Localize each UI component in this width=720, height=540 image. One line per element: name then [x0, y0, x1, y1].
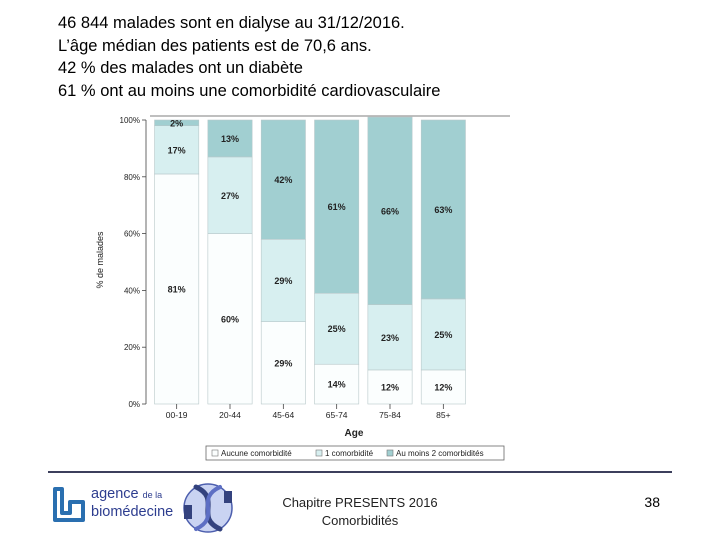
y-tick-label: 60%	[124, 230, 140, 239]
bar-segment	[420, 369, 466, 405]
bar-segment	[314, 119, 360, 294]
data-label: 25%	[328, 324, 346, 334]
data-label: 13%	[221, 134, 239, 144]
chapter-title: Chapitre PRESENTS 2016	[282, 495, 438, 510]
x-tick-label: 45-64	[272, 410, 294, 420]
footer-chapter: Chapitre PRESENTS 2016 Comorbidités	[250, 494, 470, 530]
bar-segment	[420, 298, 466, 371]
data-label: 2%	[170, 118, 183, 128]
bar-segment	[207, 233, 253, 405]
logo-mark-icon	[53, 487, 85, 522]
y-axis: 0% 20% 40% 60% 80% 100%	[120, 116, 147, 409]
y-tick-label: 80%	[124, 173, 140, 182]
y-tick-label: 20%	[124, 343, 140, 352]
data-label: 17%	[168, 145, 186, 155]
bar-segment	[154, 119, 200, 126]
y-tick-label: 40%	[124, 286, 140, 295]
data-label: 27%	[221, 191, 239, 201]
bar-segment	[207, 156, 253, 234]
bar-segment	[260, 238, 306, 322]
legend-swatch	[211, 449, 219, 457]
intro-line-4: 61 % ont au moins une comorbidité cardio…	[58, 81, 441, 100]
bar-segment	[260, 119, 306, 240]
x-axis: 00-19 20-44 45-64 65-74 75-84 85+	[166, 404, 451, 420]
legend: Aucune comorbidité 1 comorbidité Au moins …	[205, 445, 505, 461]
x-tick-label: 00-19	[166, 410, 188, 420]
bar-segment	[367, 116, 413, 305]
legend-label: 1 comorbidité	[325, 449, 374, 458]
bar-segment	[154, 125, 200, 175]
bar-segment	[260, 321, 306, 405]
y-tick-label: 100%	[120, 116, 140, 125]
chapter-subtitle: Comorbidités	[321, 513, 399, 528]
data-label: 14%	[328, 380, 346, 390]
bar-segment	[367, 369, 413, 405]
stacked-bar-chart: 81% 17% 2% 60% 27% 13% 29% 29% 42% 14% 25% 61% 12% 23…	[95, 115, 510, 461]
intro-line-2: L’âge médian des patients est de 70,6 an…	[58, 36, 372, 55]
legend-label: Aucune comorbidité	[221, 449, 292, 458]
x-axis-label: Age	[345, 428, 364, 439]
bar-segment	[367, 304, 413, 371]
intro-line-3: 42 % des malades ont un diabète	[58, 59, 303, 77]
x-tick-label: 75-84	[379, 410, 401, 420]
bar-segment	[314, 292, 360, 365]
data-label: 25%	[434, 330, 452, 340]
agence-biomedecine-logo: agence de la biomédecine	[52, 485, 182, 527]
intro-line-1: 46 844 malades sont en dialyse au 31/12/…	[58, 14, 405, 32]
legend-label: Au moins 2 comorbidités	[396, 449, 484, 458]
legend-swatch	[386, 449, 394, 457]
data-label: 12%	[434, 382, 452, 392]
legend-box	[205, 445, 505, 461]
logo-text-agence: agence	[91, 486, 139, 502]
logo-text-biomedecine: biomédecine	[91, 504, 174, 520]
y-tick-label: 0%	[128, 400, 140, 409]
data-label: 29%	[274, 276, 292, 286]
x-tick-label: 65-74	[326, 410, 348, 420]
logo-text-de-la: de la	[142, 490, 163, 500]
data-label: 42%	[274, 175, 292, 185]
data-label: 23%	[381, 333, 399, 343]
data-label: 60%	[221, 314, 239, 324]
bar-segment	[420, 119, 466, 300]
data-label: 81%	[168, 284, 186, 294]
y-axis-label: % de malades	[95, 231, 105, 289]
bar-segment	[207, 119, 253, 158]
bar-segment	[314, 363, 360, 405]
data-label: 63%	[434, 205, 452, 215]
bars: 81% 17% 2% 60% 27% 13% 29% 29% 42% 14% 25% 61% 12% 23…	[154, 116, 466, 405]
legend-swatch	[315, 449, 323, 457]
intro-text: 46 844 malades sont en dialyse au 31/12/…	[58, 12, 698, 102]
data-label: 12%	[381, 382, 399, 392]
data-label: 61%	[328, 202, 346, 212]
x-tick-label: 20-44	[219, 410, 241, 420]
x-tick-label: 85+	[436, 410, 450, 420]
dna-emblem-icon	[183, 483, 233, 533]
data-label: 29%	[274, 358, 292, 368]
footer-divider	[48, 471, 672, 473]
page-number: 38	[644, 494, 660, 510]
data-label: 66%	[381, 206, 399, 216]
